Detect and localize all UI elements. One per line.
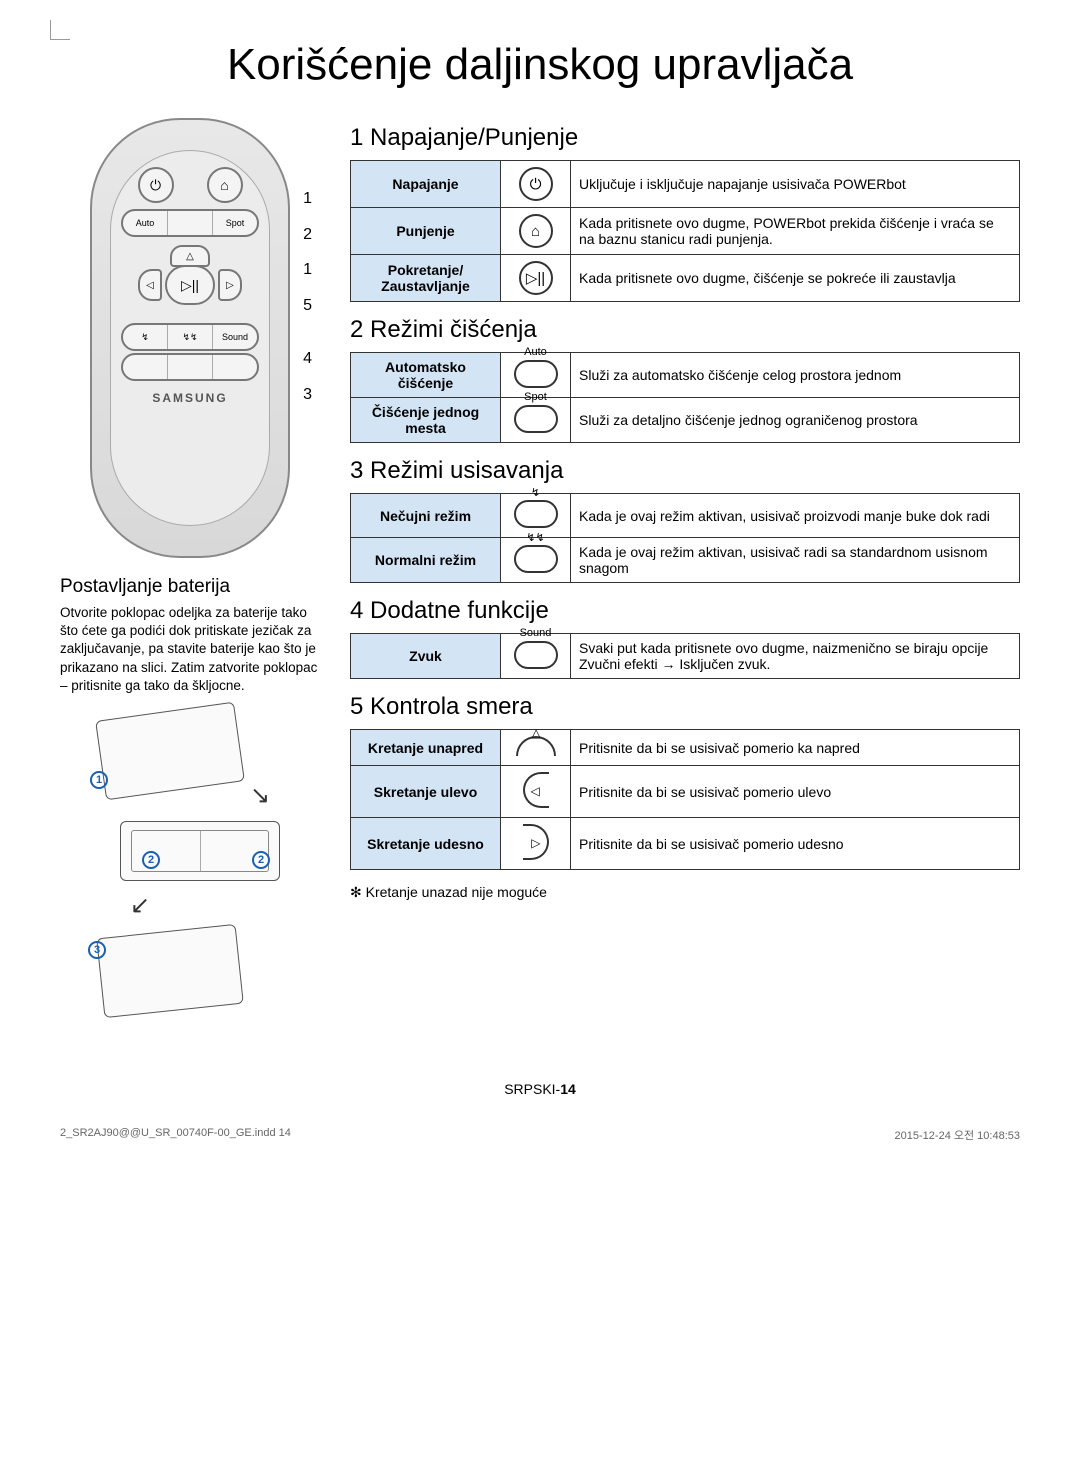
row-label: Čišćenje jednog mesta: [351, 398, 501, 443]
section-heading: 4 Dodatne funkcije: [350, 597, 1020, 625]
section-heading: 2 Režimi čišćenja: [350, 316, 1020, 344]
row-icon: ◁: [501, 766, 571, 818]
normal-icon: ↯↯: [168, 325, 213, 349]
row-label: Punjenje: [351, 208, 501, 255]
row-desc: Kada pritisnete ovo dugme, čišćenje se p…: [571, 255, 1020, 302]
section-heading: 5 Kontrola smera: [350, 693, 1020, 721]
badge-2a: 2: [142, 851, 160, 869]
crop-mark: [50, 20, 70, 40]
auto-label: Auto: [123, 211, 168, 235]
arrow-icon: ↙: [130, 891, 150, 920]
battery-step3: [96, 924, 244, 1018]
left-column: ⏻ ⌂ Auto Spot △ ◁ ▷|| ▷: [60, 118, 320, 1031]
info-table: Automatsko čišćenjeAutoSluži za automats…: [350, 352, 1020, 443]
info-table: Nečujni režim↯Kada je ovaj režim aktivan…: [350, 493, 1020, 583]
footer-lang: SRPSKI-: [504, 1081, 560, 1097]
print-meta: 2_SR2AJ90@@U_SR_00740F-00_GE.indd 14 201…: [60, 1127, 1020, 1143]
info-table: Kretanje unapred△Pritisnite da bi se usi…: [350, 729, 1020, 870]
row-desc: Svaki put kada pritisnete ovo dugme, nai…: [571, 634, 1020, 679]
battery-step1: [95, 702, 245, 801]
row-desc: Kada je ovaj režim aktivan, usisivač rad…: [571, 538, 1020, 583]
remote-inner: ⏻ ⌂ Auto Spot △ ◁ ▷|| ▷: [110, 150, 270, 526]
main-layout: ⏻ ⌂ Auto Spot △ ◁ ▷|| ▷: [60, 118, 1020, 1031]
table-row: Nečujni režim↯Kada je ovaj režim aktivan…: [351, 494, 1020, 538]
row-desc: Služi za automatsko čišćenje celog prost…: [571, 353, 1020, 398]
table-row: Skretanje udesno▷Pritisnite da bi se usi…: [351, 818, 1020, 870]
row-desc: Pritisnite da bi se usisivač pomerio ude…: [571, 818, 1020, 870]
table-row: Čišćenje jednog mestaSpotSluži za detalj…: [351, 398, 1020, 443]
info-table: Napajanje⏻Uključuje i isključuje napajan…: [350, 160, 1020, 302]
battery-text: Otvorite poklopac odeljka za baterije ta…: [60, 604, 320, 695]
dpad: △ ◁ ▷|| ▷: [130, 245, 250, 315]
section-heading: 3 Režimi usisavanja: [350, 457, 1020, 485]
row-label: Napajanje: [351, 161, 501, 208]
callout-numbers: 1 2 1 5 4 3: [303, 190, 312, 422]
row-desc: Uključuje i isključuje napajanje usisiva…: [571, 161, 1020, 208]
row-label: Automatsko čišćenje: [351, 353, 501, 398]
row-label: Pokretanje/Zaustavljanje: [351, 255, 501, 302]
badge-2b: 2: [252, 851, 270, 869]
table-row: Punjenje⌂Kada pritisnete ovo dugme, POWE…: [351, 208, 1020, 255]
quiet-icon: ↯: [123, 325, 168, 349]
table-row: ZvukSoundSvaki put kada pritisnete ovo d…: [351, 634, 1020, 679]
dpad-left-icon: ◁: [138, 269, 162, 301]
dpad-right-icon: ▷: [218, 269, 242, 301]
table-row: Skretanje ulevo◁Pritisnite da bi se usis…: [351, 766, 1020, 818]
table-row: Normalni režim↯↯Kada je ovaj režim aktiv…: [351, 538, 1020, 583]
footer-page: 14: [560, 1081, 576, 1097]
remote-illustration: ⏻ ⌂ Auto Spot △ ◁ ▷|| ▷: [90, 118, 290, 558]
row-icon: ⏻: [501, 161, 571, 208]
row-label: Skretanje udesno: [351, 818, 501, 870]
row-icon: △: [501, 730, 571, 766]
row-label: Zvuk: [351, 634, 501, 679]
extra-pill: [121, 353, 259, 381]
table-row: Kretanje unapred△Pritisnite da bi se usi…: [351, 730, 1020, 766]
arrow-icon: ↘: [250, 781, 270, 810]
row-desc: Pritisnite da bi se usisivač pomerio ule…: [571, 766, 1020, 818]
table-row: Automatsko čišćenjeAutoSluži za automats…: [351, 353, 1020, 398]
row-desc: Pritisnite da bi se usisivač pomerio ka …: [571, 730, 1020, 766]
meta-date: 2015-12-24 오전 10:48:53: [895, 1127, 1020, 1143]
badge-3: 3: [88, 941, 106, 959]
row-desc: Kada je ovaj režim aktivan, usisivač pro…: [571, 494, 1020, 538]
row-icon: ▷||: [501, 255, 571, 302]
suction-pill: ↯ ↯↯ Sound: [121, 323, 259, 351]
mode-pill: Auto Spot: [121, 209, 259, 237]
info-table: ZvukSoundSvaki put kada pritisnete ovo d…: [350, 633, 1020, 679]
row-icon: ⌂: [501, 208, 571, 255]
section-note: Kretanje unazad nije moguće: [350, 884, 1020, 901]
row-icon: Sound: [501, 634, 571, 679]
right-column: 1 Napajanje/Punjenje Napajanje⏻Uključuje …: [350, 118, 1020, 1031]
row-icon: Spot: [501, 398, 571, 443]
power-icon: ⏻: [138, 167, 174, 203]
dpad-up-icon: △: [170, 245, 210, 267]
battery-title: Postavljanje baterija: [60, 576, 320, 598]
page-footer: SRPSKI-14: [60, 1081, 1020, 1097]
sound-label: Sound: [213, 325, 257, 349]
meta-file: 2_SR2AJ90@@U_SR_00740F-00_GE.indd 14: [60, 1127, 291, 1143]
brand-label: SAMSUNG: [121, 391, 259, 405]
section-heading: 1 Napajanje/Punjenje: [350, 124, 1020, 152]
page-title: Korišćenje daljinskog upravljača: [60, 40, 1020, 90]
pill-mid: [168, 211, 213, 235]
table-row: Napajanje⏻Uključuje i isključuje napajan…: [351, 161, 1020, 208]
row-label: Normalni režim: [351, 538, 501, 583]
row-desc: Služi za detaljno čišćenje jednog ograni…: [571, 398, 1020, 443]
battery-illustration: 1 ↘ 2 2 ↙ 3: [80, 711, 300, 1031]
home-icon: ⌂: [207, 167, 243, 203]
row-desc: Kada pritisnete ovo dugme, POWERbot prek…: [571, 208, 1020, 255]
row-icon: ▷: [501, 818, 571, 870]
row-label: Nečujni režim: [351, 494, 501, 538]
row-label: Skretanje ulevo: [351, 766, 501, 818]
row-icon: ↯↯: [501, 538, 571, 583]
spot-label: Spot: [213, 211, 257, 235]
table-row: Pokretanje/Zaustavljanje▷||Kada pritisne…: [351, 255, 1020, 302]
badge-1: 1: [90, 771, 108, 789]
row-label: Kretanje unapred: [351, 730, 501, 766]
dpad-center-icon: ▷||: [165, 265, 215, 305]
